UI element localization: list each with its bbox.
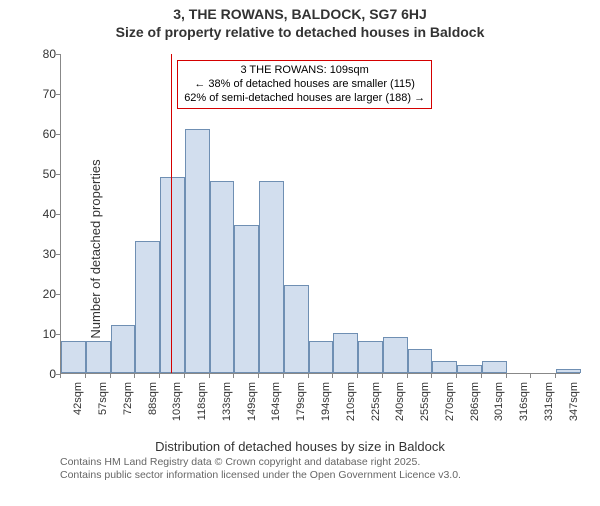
x-tick-label: 301sqm: [493, 382, 505, 422]
histogram-bar: [210, 181, 235, 373]
x-tick-mark: [308, 374, 309, 378]
marker-line: [171, 54, 172, 373]
x-tick-mark: [332, 374, 333, 378]
histogram-bar: [234, 225, 259, 373]
footer-copyright-line1: Contains HM Land Registry data © Crown c…: [60, 456, 600, 469]
x-tick-mark: [357, 374, 358, 378]
x-tick-mark: [456, 374, 457, 378]
x-tick-label: 331sqm: [543, 382, 555, 422]
x-tick-label: 88sqm: [147, 382, 159, 422]
x-tick-label: 316sqm: [518, 382, 530, 422]
x-tick-label: 179sqm: [295, 382, 307, 422]
x-tick-mark: [209, 374, 210, 378]
histogram-bar: [61, 341, 86, 373]
histogram-bar: [482, 361, 507, 373]
x-tick-label: 118sqm: [196, 382, 208, 422]
callout-line1: 3 THE ROWANS: 109sqm: [184, 64, 425, 78]
x-tick-mark: [85, 374, 86, 378]
callout-line2: ← 38% of detached houses are smaller (11…: [184, 78, 425, 92]
y-tick-label: 40: [34, 207, 56, 221]
y-tick-mark: [56, 54, 60, 55]
x-tick-label: 133sqm: [221, 382, 233, 422]
histogram-bar: [86, 341, 111, 373]
y-tick-label: 10: [34, 327, 56, 341]
x-tick-mark: [283, 374, 284, 378]
histogram-bar: [111, 325, 136, 373]
x-tick-label: 240sqm: [394, 382, 406, 422]
x-tick-label: 194sqm: [320, 382, 332, 422]
x-tick-mark: [481, 374, 482, 378]
histogram-bar: [556, 369, 581, 373]
histogram-bar: [457, 365, 482, 373]
x-tick-label: 270sqm: [444, 382, 456, 422]
x-axis-label: Distribution of detached houses by size …: [155, 439, 445, 454]
x-tick-mark: [60, 374, 61, 378]
histogram-chart: Number of detached properties 3 THE ROWA…: [0, 44, 600, 454]
x-tick-label: 347sqm: [568, 382, 580, 422]
x-tick-mark: [530, 374, 531, 378]
x-tick-label: 149sqm: [246, 382, 258, 422]
x-tick-mark: [258, 374, 259, 378]
x-tick-mark: [134, 374, 135, 378]
x-tick-label: 164sqm: [270, 382, 282, 422]
x-tick-label: 255sqm: [419, 382, 431, 422]
page-title-line1: 3, THE ROWANS, BALDOCK, SG7 6HJ: [0, 6, 600, 22]
histogram-bar: [135, 241, 160, 373]
callout-line3: 62% of semi-detached houses are larger (…: [184, 92, 425, 106]
y-tick-label: 0: [34, 367, 56, 381]
y-tick-label: 30: [34, 247, 56, 261]
y-tick-mark: [56, 94, 60, 95]
y-tick-mark: [56, 294, 60, 295]
x-tick-mark: [233, 374, 234, 378]
y-tick-label: 60: [34, 127, 56, 141]
y-tick-label: 80: [34, 47, 56, 61]
histogram-bar: [284, 285, 309, 373]
x-tick-label: 103sqm: [171, 382, 183, 422]
x-tick-label: 210sqm: [345, 382, 357, 422]
histogram-bar: [383, 337, 408, 373]
y-tick-mark: [56, 254, 60, 255]
x-tick-mark: [506, 374, 507, 378]
footer-copyright-line2: Contains public sector information licen…: [60, 469, 600, 482]
x-tick-mark: [184, 374, 185, 378]
y-tick-mark: [56, 174, 60, 175]
x-tick-mark: [382, 374, 383, 378]
y-tick-label: 50: [34, 167, 56, 181]
histogram-bar: [259, 181, 284, 373]
x-tick-mark: [431, 374, 432, 378]
y-tick-label: 70: [34, 87, 56, 101]
x-tick-label: 286sqm: [469, 382, 481, 422]
x-tick-label: 42sqm: [72, 382, 84, 422]
x-tick-label: 57sqm: [97, 382, 109, 422]
x-tick-mark: [555, 374, 556, 378]
x-tick-mark: [110, 374, 111, 378]
histogram-bar: [408, 349, 433, 373]
plot-area: 3 THE ROWANS: 109sqm← 38% of detached ho…: [60, 54, 580, 374]
histogram-bar: [432, 361, 457, 373]
y-tick-label: 20: [34, 287, 56, 301]
y-tick-mark: [56, 334, 60, 335]
histogram-bar: [309, 341, 334, 373]
histogram-bar: [358, 341, 383, 373]
histogram-bar: [333, 333, 358, 373]
x-tick-label: 225sqm: [370, 382, 382, 422]
y-tick-mark: [56, 134, 60, 135]
page-title-line2: Size of property relative to detached ho…: [0, 24, 600, 40]
histogram-bar: [185, 129, 210, 373]
y-tick-mark: [56, 214, 60, 215]
marker-callout: 3 THE ROWANS: 109sqm← 38% of detached ho…: [177, 60, 432, 109]
x-tick-mark: [407, 374, 408, 378]
x-tick-label: 72sqm: [122, 382, 134, 422]
histogram-bar: [160, 177, 185, 373]
x-tick-mark: [159, 374, 160, 378]
